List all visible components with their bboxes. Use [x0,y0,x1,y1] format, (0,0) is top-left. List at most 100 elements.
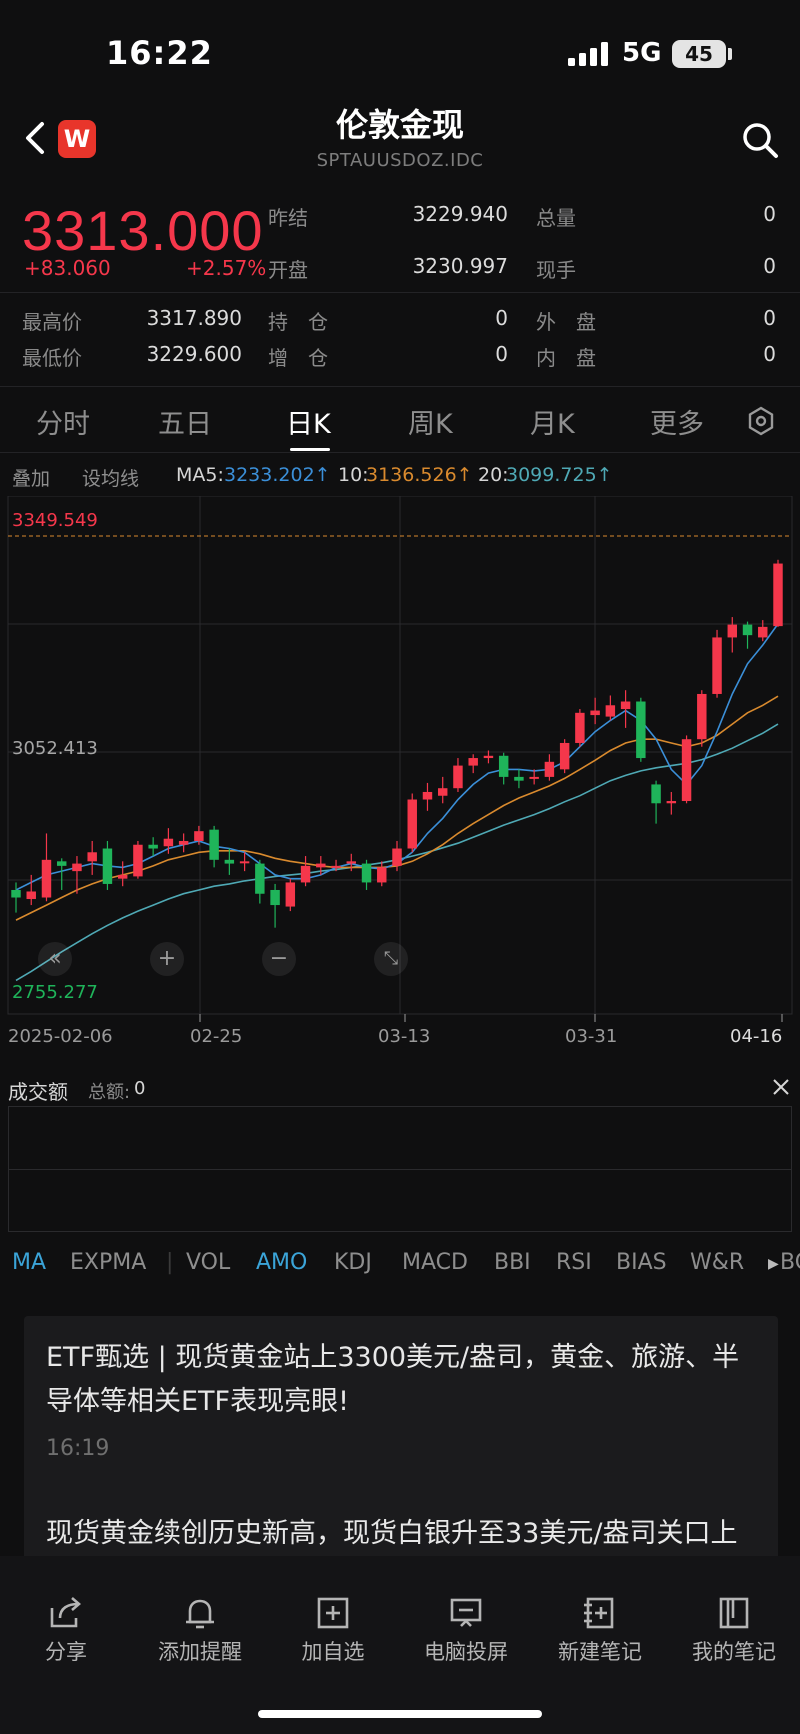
candle-body [209,829,219,860]
news-card[interactable]: ETF甄选 | 现货黄金站上3300美元/盎司，黄金、旅游、半导体等相关ETF表… [24,1316,778,1576]
candle-body [636,701,646,759]
indicator-tab[interactable]: MACD [402,1250,468,1275]
battery-icon: 45 [672,40,726,68]
indicator-tab[interactable]: AMO [256,1250,308,1275]
volume-total-value: 0 [134,1078,146,1099]
ma20-value: 3099.725↑ [506,464,613,486]
fullscreen-button[interactable]: ⤡ [374,942,408,976]
candle-body [239,861,250,864]
new-note-button[interactable]: 新建笔记 [540,1596,660,1666]
add-alert-label: 添加提醒 [158,1640,242,1664]
quote-label: 持 仓 [268,310,328,334]
header: W 伦敦金现 SPTAUUSDOZ.IDC [0,90,800,180]
overlay-button[interactable]: 叠加 [12,468,51,490]
candle-body [758,626,768,638]
candle-body [742,624,753,636]
indicator-tab[interactable]: MA [12,1250,47,1275]
set-ma-button[interactable]: 设均线 [82,468,140,490]
add-watchlist-icon [317,1597,349,1629]
candle-body [697,693,707,740]
candle-body [773,563,783,627]
ma5-value: 3233.202↑ [224,464,331,486]
quote-value: 0 [763,202,776,226]
indicator-tab[interactable]: BBI [494,1250,531,1275]
tab-weekly-k[interactable]: 周K [408,409,453,440]
search-icon[interactable] [740,120,780,160]
zoom-out-button[interactable]: − [262,942,296,976]
zoom-in-button[interactable]: + [150,942,184,976]
tab-intraday[interactable]: 分时 [36,409,90,440]
candle-body [255,863,265,894]
candle-body [346,861,357,864]
kline-chart[interactable]: 3349.549 3052.413 2755.277 « + − ⤡ 2025-… [0,496,800,1056]
candle-body [270,889,280,906]
add-watchlist-button[interactable]: 加自选 [273,1596,393,1666]
ma20-label: 20: [478,464,509,486]
tab-more[interactable]: 更多 [650,409,704,440]
ma10-value: 3136.526↑ [366,464,473,486]
candle-body [529,776,539,779]
candle-body [483,755,494,759]
home-indicator [258,1710,542,1718]
quote-value: 3230.997 [412,254,508,278]
share-icon [50,1597,81,1628]
candle-body [178,840,189,845]
quote-label: 最低价 [22,346,82,370]
new-note-label: 新建笔记 [558,1640,642,1664]
x-tick-label: 04-16 [730,1026,783,1047]
candle-body [575,712,585,743]
quote-value: 0 [763,306,776,330]
divider [0,386,800,387]
tab-daily-k[interactable]: 日K [286,409,331,440]
candle-body [361,863,372,883]
settings-icon[interactable] [746,406,776,436]
my-notes-button[interactable]: 我的笔记 [674,1596,794,1666]
candle-body [712,637,722,694]
quote-label: 增 仓 [268,346,328,370]
active-tab-indicator [290,448,330,451]
indicator-tab[interactable]: BC [780,1250,800,1275]
indicator-tab[interactable]: EXPMA [70,1250,147,1275]
my-notes-label: 我的笔记 [692,1640,776,1664]
candle-body [117,874,128,879]
ma5-label: MA5: [176,464,224,486]
news-headline[interactable]: ETF甄选 | 现货黄金站上3300美元/盎司，黄金、旅游、半导体等相关ETF表… [46,1342,740,1417]
candle-body [56,861,67,866]
candle-body [11,889,21,898]
bottom-toolbar: 分享 添加提醒 加自选 电脑投屏 [0,1556,800,1734]
screen-cast-button[interactable]: 电脑投屏 [406,1596,526,1666]
add-alert-button[interactable]: 添加提醒 [140,1596,260,1666]
tab-five-day[interactable]: 五日 [158,409,212,440]
quote-label: 开盘 [268,258,308,282]
candle-body [620,701,631,710]
tab-monthly-k[interactable]: 月K [530,409,575,440]
candle-body [285,882,296,907]
candle-body [224,859,235,864]
quote-value: 0 [763,342,776,366]
indicator-tab[interactable]: BIAS [616,1250,667,1275]
candle-body [468,758,478,766]
candle-body [316,863,326,868]
close-icon[interactable] [772,1078,790,1096]
indicator-tab[interactable]: VOL [186,1250,231,1275]
candle-body [26,891,36,900]
candle-body [407,799,417,849]
indicator-tab[interactable]: W&R [690,1250,745,1275]
indicator-tab[interactable]: RSI [556,1250,592,1275]
scroll-right-icon[interactable]: ▶ [768,1256,779,1272]
quote-label: 现手 [536,258,576,282]
share-button[interactable]: 分享 [6,1596,126,1666]
indicator-tab[interactable]: KDJ [334,1250,372,1275]
candle-body [514,776,524,781]
volume-title: 成交额 [8,1080,68,1104]
candle-body [148,844,158,849]
candle-body [437,788,448,796]
add-watchlist-label: 加自选 [301,1640,365,1664]
candle-body [666,801,677,804]
page-title: 伦敦金现 [335,106,464,144]
ma10-label: 10: [338,464,369,486]
back-arrow-icon[interactable] [22,120,52,156]
scroll-left-button[interactable]: « [38,942,72,976]
quote-value: 3229.940 [412,202,508,226]
candle-body [605,705,616,717]
